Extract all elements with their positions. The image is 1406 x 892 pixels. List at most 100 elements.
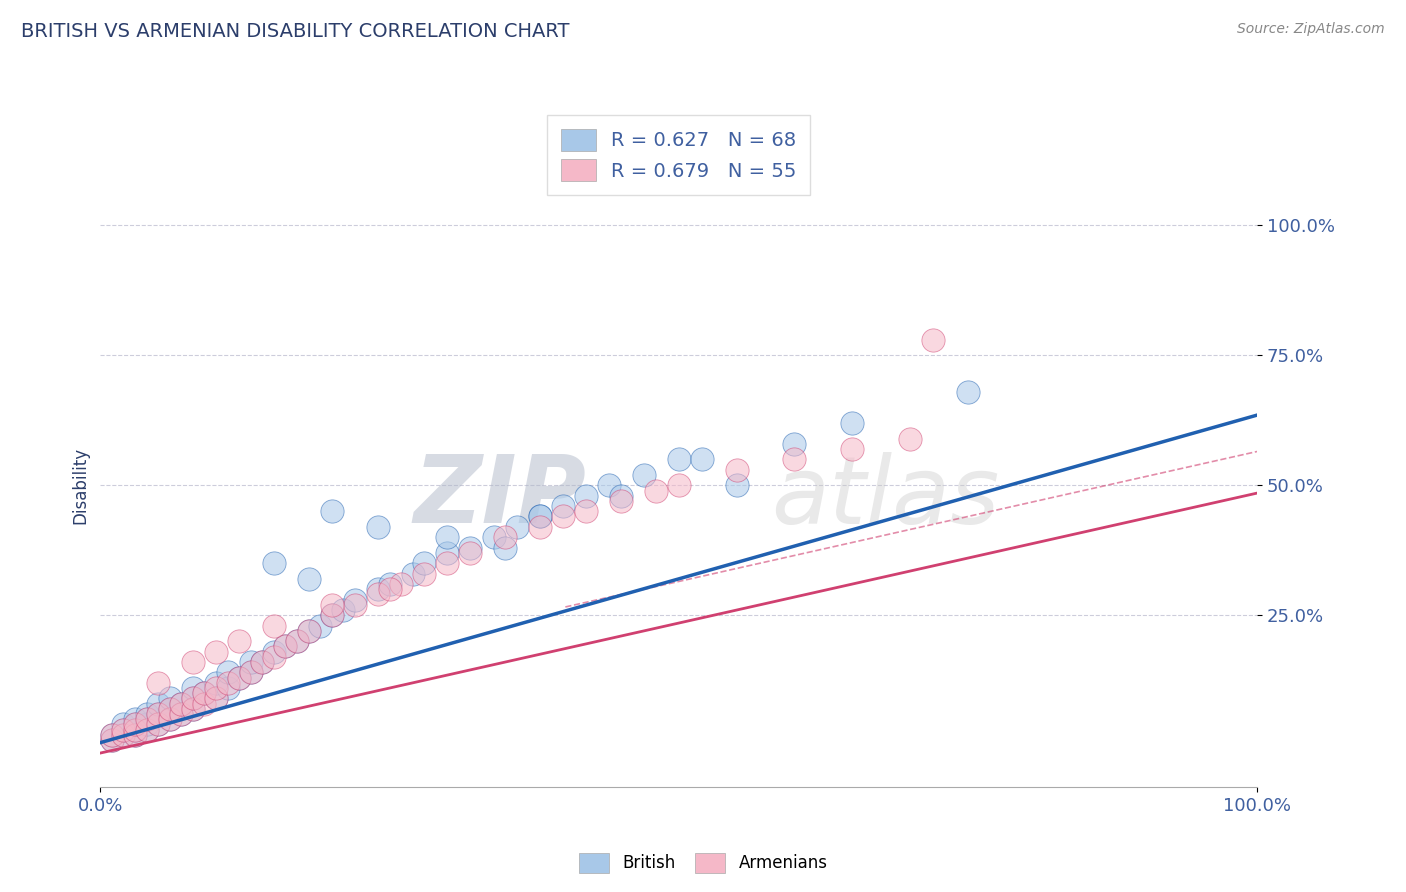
Point (285, 634, 308, 648)
Point (274, 640, 297, 654)
Point (436, 546, 458, 560)
Point (148, 707, 170, 722)
Point (285, 634, 308, 648)
Point (263, 649, 285, 664)
Point (217, 665, 239, 680)
Point (378, 582, 401, 597)
Point (644, 483, 666, 498)
Point (367, 587, 389, 601)
Point (181, 691, 204, 706)
Point (956, 384, 979, 399)
Point (135, 723, 157, 737)
Point (170, 697, 193, 711)
Point (460, 546, 482, 560)
Point (112, 717, 135, 731)
Point (159, 691, 181, 706)
Point (482, 530, 505, 544)
Point (401, 566, 423, 581)
Point (181, 702, 204, 716)
Point (367, 520, 389, 534)
Point (321, 504, 343, 518)
Point (159, 712, 181, 726)
Point (170, 707, 193, 722)
Point (135, 707, 157, 722)
Point (101, 728, 124, 742)
Point (205, 681, 228, 695)
Point (690, 452, 713, 467)
Point (274, 640, 297, 654)
Point (297, 624, 319, 638)
Point (205, 645, 228, 659)
Point (159, 702, 181, 716)
Point (193, 686, 215, 700)
Y-axis label: Disability: Disability (72, 447, 89, 524)
Point (551, 509, 574, 524)
Point (529, 509, 551, 524)
Point (135, 712, 157, 726)
Point (668, 478, 690, 492)
Point (494, 541, 516, 555)
Point (460, 541, 482, 555)
Point (124, 717, 146, 731)
Point (148, 717, 170, 731)
Point (413, 566, 436, 581)
Point (239, 665, 262, 680)
Point (529, 520, 551, 534)
Point (506, 520, 529, 534)
Point (378, 577, 401, 591)
Point (263, 556, 285, 570)
Point (217, 681, 239, 695)
Point (112, 728, 135, 742)
Point (124, 723, 146, 737)
Text: ZIP: ZIP (413, 451, 586, 543)
Point (205, 691, 228, 706)
Point (159, 702, 181, 716)
Point (668, 452, 690, 467)
Point (898, 432, 921, 446)
Point (159, 712, 181, 726)
Point (252, 655, 274, 669)
Point (343, 598, 366, 612)
Point (598, 478, 620, 492)
Point (112, 723, 135, 737)
Point (610, 494, 633, 508)
Point (135, 717, 157, 731)
Text: Source: ZipAtlas.com: Source: ZipAtlas.com (1237, 22, 1385, 37)
Point (367, 582, 389, 597)
Point (263, 618, 285, 632)
Point (725, 478, 748, 492)
Point (551, 499, 574, 513)
Point (413, 556, 436, 570)
Point (228, 671, 250, 685)
Point (112, 723, 135, 737)
Point (181, 702, 204, 716)
Point (148, 717, 170, 731)
Point (101, 733, 124, 747)
Point (436, 530, 458, 544)
Point (922, 333, 945, 347)
Text: BRITISH VS ARMENIAN DISABILITY CORRELATION CHART: BRITISH VS ARMENIAN DISABILITY CORRELATI… (21, 22, 569, 41)
Point (239, 665, 262, 680)
Point (193, 697, 215, 711)
Legend: British, Armenians: British, Armenians (572, 847, 834, 880)
Point (841, 442, 863, 456)
Point (228, 634, 250, 648)
Point (332, 603, 354, 617)
Point (135, 723, 157, 737)
Point (181, 655, 204, 669)
Point (252, 655, 274, 669)
Point (610, 489, 633, 503)
Point (124, 712, 146, 726)
Point (112, 728, 135, 742)
Point (841, 416, 863, 430)
Point (321, 598, 343, 612)
Point (124, 728, 146, 742)
Point (135, 712, 157, 726)
Point (783, 436, 806, 450)
Point (193, 686, 215, 700)
Point (239, 655, 262, 669)
Point (170, 697, 193, 711)
Point (321, 608, 343, 623)
Point (633, 467, 655, 482)
Point (343, 592, 366, 607)
